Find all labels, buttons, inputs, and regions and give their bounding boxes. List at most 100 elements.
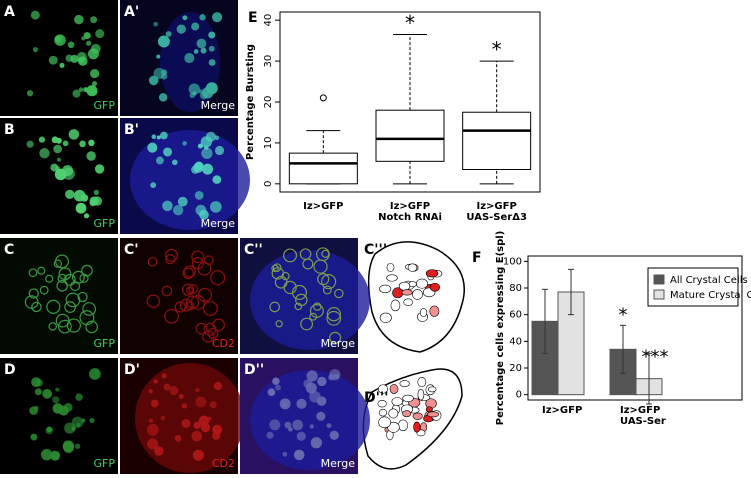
cell [164,248,179,262]
cell-outline [407,263,418,272]
cell [193,49,199,54]
cell [182,267,195,280]
cell [191,165,200,174]
cell [207,327,219,339]
bar [557,291,585,396]
cell [198,415,210,427]
cell [156,135,161,140]
cell-outline [377,399,387,408]
legend-label: All Crystal Cells [670,275,748,286]
cell [157,35,170,48]
legend-box [647,267,739,307]
cell [212,175,222,184]
cell [162,200,173,212]
cell [322,285,332,295]
cell [208,45,215,52]
cell [197,261,212,276]
cell [203,145,209,150]
cell-outline [398,281,411,291]
y-axis-label: Percentage cells expressing E(spl) [495,231,506,426]
cell [65,292,81,308]
cell-outline [379,312,392,323]
cell [163,147,173,157]
cell [300,317,314,331]
cell [210,201,222,213]
cell [201,87,214,99]
cell [201,147,213,159]
panel-caption: CD2 [212,337,235,350]
cell [52,396,60,404]
cell [41,448,53,461]
cell [28,268,38,278]
cell [293,449,305,461]
cell [310,437,323,449]
cell [146,294,161,308]
cell [202,330,215,343]
panel-caption: GFP [94,457,116,470]
y-tick-label: 80 [509,283,522,294]
cell [292,419,303,431]
box [288,152,358,185]
cell [202,163,214,175]
cell [51,136,59,144]
x-tick-label: UAS-SerΔ3 [466,212,527,223]
cell [181,403,187,409]
cell-outline [413,421,421,433]
cell [81,36,86,41]
cell [26,90,34,97]
cell [83,32,91,40]
cell [181,418,191,428]
y-axis-label: Percentage Bursting [245,44,256,160]
cell [148,389,153,394]
cell [42,388,52,399]
cell [90,43,101,54]
significance: * [619,304,628,325]
cell [151,134,157,140]
cell [208,31,216,39]
cell [95,29,105,39]
cell [198,89,203,94]
micrograph [0,238,118,354]
cell [309,391,321,403]
panel-caption: Merge [201,99,236,112]
cell [212,318,225,332]
cell [329,331,342,344]
cell [165,31,172,37]
cell [202,300,218,316]
cell-outline [391,397,403,406]
cell [63,273,76,286]
cell [160,415,166,421]
cell [149,418,154,423]
box [375,109,445,162]
cell [309,304,324,318]
cell [38,136,46,143]
tissue [250,370,370,470]
cell [196,38,207,49]
panel-caption: Merge [201,217,236,230]
cell [317,273,330,286]
cell [79,140,86,148]
cell [92,81,98,87]
x-tick-label: Iz>GFP [303,201,343,212]
cell [194,190,204,200]
significance: * [405,11,415,35]
cell [195,322,208,335]
legend-label: Mature Crystal Cells [670,290,751,301]
tissue [135,363,245,473]
significance: *** [642,346,669,367]
cell-outline [403,298,413,306]
cell [186,286,194,295]
cell [146,423,159,436]
cell [269,301,281,313]
cell [274,275,288,289]
cell [65,189,75,200]
cell-outline [427,411,439,418]
cell [153,379,158,384]
cell-outline [412,289,423,300]
cell-outline [429,305,440,317]
cell [39,148,50,159]
cell [195,388,200,393]
cell [165,254,176,265]
cell [147,142,158,153]
